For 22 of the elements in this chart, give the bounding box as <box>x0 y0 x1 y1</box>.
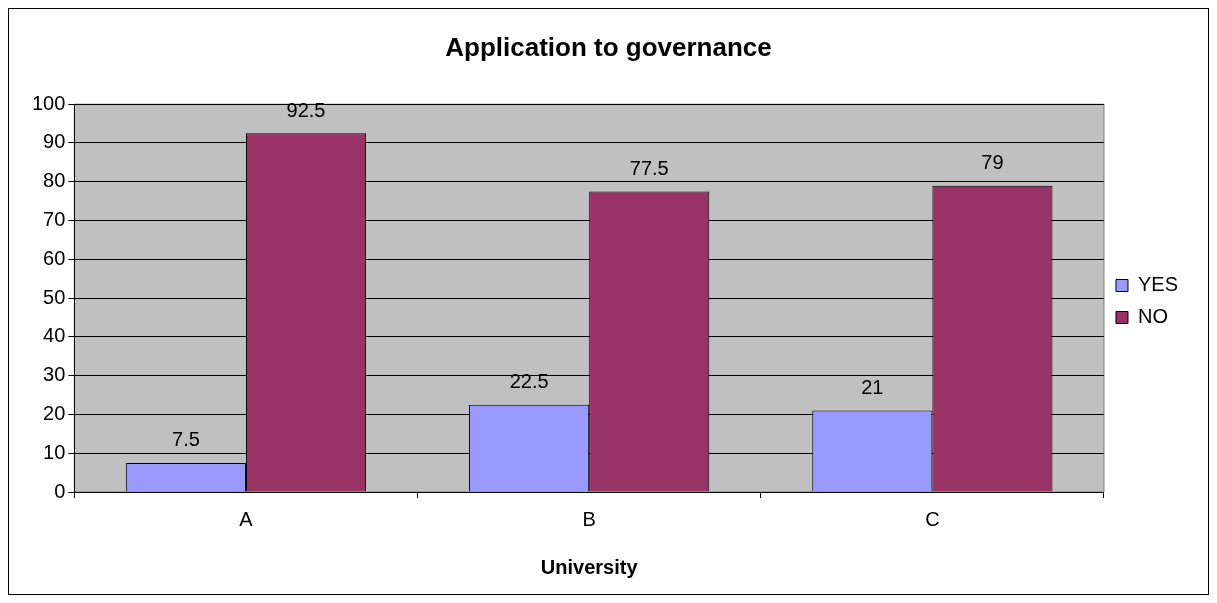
data-label: 79 <box>981 151 1004 174</box>
x-tick-label: B <box>582 507 596 530</box>
y-tick-label: 0 <box>54 479 66 502</box>
y-tick-label: 50 <box>43 285 66 308</box>
y-tick-label: 10 <box>43 440 66 463</box>
x-tick-label: C <box>925 507 940 530</box>
data-label: 77.5 <box>629 156 669 179</box>
y-tick-label: 100 <box>31 91 66 114</box>
data-label: 7.5 <box>172 428 200 451</box>
y-tick-label: 40 <box>43 324 66 347</box>
y-tick-label: 30 <box>43 363 66 386</box>
chart-title: Application to governance <box>445 31 772 62</box>
y-tick-label: 20 <box>43 401 66 424</box>
y-tick-label: 80 <box>43 169 66 192</box>
legend-label: YES <box>1137 273 1179 296</box>
y-tick-label: 70 <box>43 208 66 231</box>
legend-label: NO <box>1137 305 1168 328</box>
y-tick-label: 90 <box>43 130 66 153</box>
x-tick-label: A <box>239 507 254 530</box>
data-label: 21 <box>861 376 884 399</box>
y-tick-label: 60 <box>43 246 66 269</box>
x-axis-title: University <box>540 555 639 578</box>
